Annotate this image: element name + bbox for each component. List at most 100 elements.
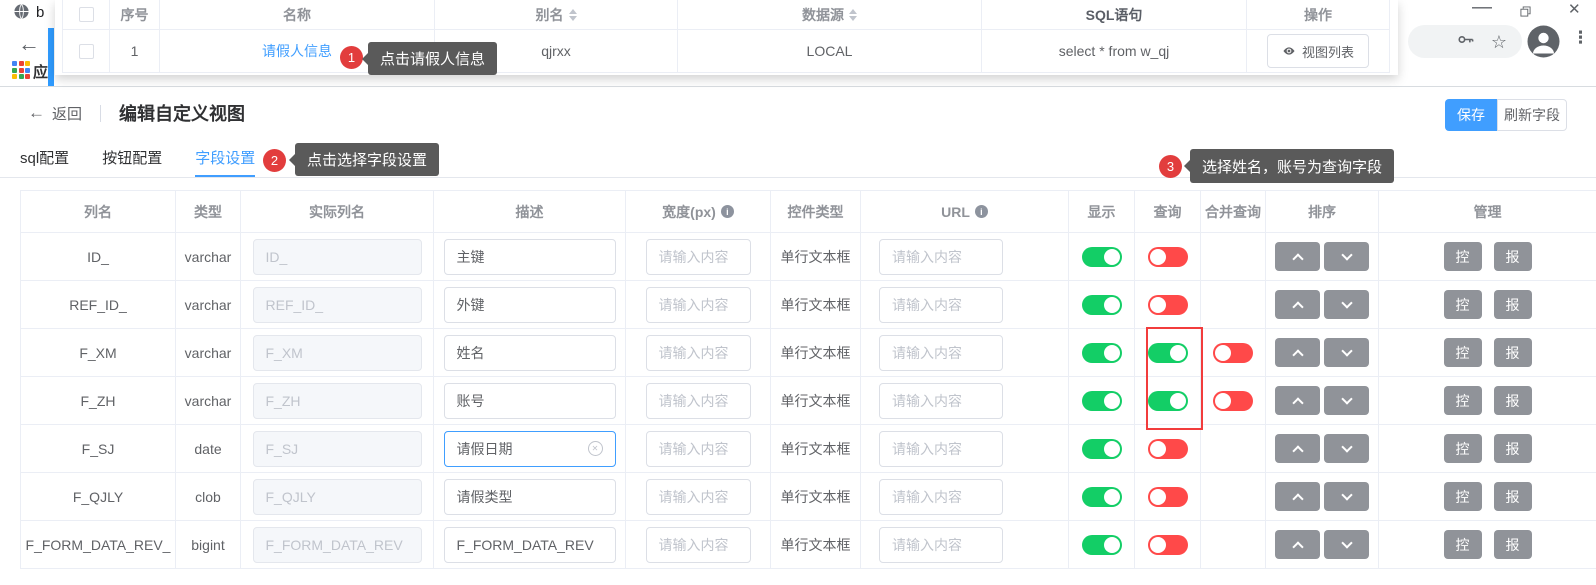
overlay-header-action: 操作 xyxy=(1247,0,1390,30)
query-toggle[interactable] xyxy=(1147,390,1188,411)
sort-up-button[interactable] xyxy=(1275,242,1320,271)
sort-up-button[interactable] xyxy=(1275,338,1320,367)
width-input[interactable]: 请输入内容 xyxy=(645,382,751,419)
width-input[interactable]: 请输入内容 xyxy=(645,286,751,323)
sort-down-button[interactable] xyxy=(1324,482,1369,511)
overlay-header-datasource[interactable]: 数据源 xyxy=(678,0,982,30)
manage-report-button[interactable]: 报 xyxy=(1493,338,1532,367)
manage-control-button[interactable]: 控 xyxy=(1443,434,1482,463)
merge-query-toggle[interactable] xyxy=(1213,390,1253,411)
sort-carets-icon[interactable] xyxy=(568,8,577,21)
sort-down-button[interactable] xyxy=(1324,434,1369,463)
sort-down-button[interactable] xyxy=(1324,242,1369,271)
manage-report-button[interactable]: 报 xyxy=(1493,482,1532,511)
display-toggle[interactable] xyxy=(1081,342,1122,363)
manage-control-button[interactable]: 控 xyxy=(1443,242,1482,271)
browser-menu-icon[interactable]: ⋮ xyxy=(1572,28,1589,47)
bookmark-star-icon[interactable]: ☆ xyxy=(1490,31,1507,52)
manage-control-button[interactable]: 控 xyxy=(1443,386,1482,415)
sort-up-button[interactable] xyxy=(1275,482,1320,511)
sort-down-button[interactable] xyxy=(1324,530,1369,559)
tab-button-config[interactable]: 按钮配置 xyxy=(102,150,163,167)
save-button[interactable]: 保存 xyxy=(1445,99,1497,131)
manage-control-button[interactable]: 控 xyxy=(1443,530,1482,559)
field-type: varchar xyxy=(184,392,232,409)
profile-avatar[interactable] xyxy=(1527,25,1560,63)
description-input[interactable]: 请假日期 ✕ xyxy=(443,430,616,467)
sort-up-button[interactable] xyxy=(1275,290,1320,319)
description-input[interactable]: 账号✕ xyxy=(443,382,616,419)
query-toggle[interactable] xyxy=(1147,534,1188,555)
manage-report-button[interactable]: 报 xyxy=(1493,530,1532,559)
width-input[interactable]: 请输入内容 xyxy=(645,430,751,467)
window-close-button[interactable]: ✕ xyxy=(1568,1,1581,18)
query-toggle[interactable] xyxy=(1147,438,1188,459)
back-button[interactable]: 返回 xyxy=(52,105,83,123)
manage-report-button[interactable]: 报 xyxy=(1493,242,1532,271)
sort-down-button[interactable] xyxy=(1324,338,1369,367)
width-input[interactable]: 请输入内容 xyxy=(645,238,751,275)
manage-report-button[interactable]: 报 xyxy=(1493,290,1532,319)
width-input[interactable]: 请输入内容 xyxy=(645,478,751,515)
tab-field-settings[interactable]: 字段设置 xyxy=(195,140,256,177)
back-arrow-icon[interactable]: ← xyxy=(28,103,45,122)
url-input[interactable]: 请输入内容 xyxy=(879,430,1003,467)
display-toggle[interactable] xyxy=(1081,246,1122,267)
manage-control-button[interactable]: 控 xyxy=(1443,338,1482,367)
manage-control-button[interactable]: 控 xyxy=(1443,482,1482,511)
sort-up-button[interactable] xyxy=(1275,530,1320,559)
query-toggle[interactable] xyxy=(1147,486,1188,507)
tab-sql-config[interactable]: sql配置 xyxy=(20,150,70,167)
display-toggle[interactable] xyxy=(1081,534,1122,555)
query-toggle[interactable] xyxy=(1147,342,1188,363)
width-input[interactable]: 请输入内容 xyxy=(645,526,751,563)
field-row: F_XM varchar F_XM 姓名✕ 请输入内容 单行文本框 请输入内容 … xyxy=(21,329,1596,377)
display-toggle[interactable] xyxy=(1081,390,1122,411)
sort-up-button[interactable] xyxy=(1275,434,1320,463)
url-input[interactable]: 请输入内容 xyxy=(879,382,1003,419)
address-bar[interactable]: ☆ xyxy=(1408,25,1522,58)
select-all-checkbox[interactable] xyxy=(78,7,94,22)
browser-back-icon[interactable]: ← xyxy=(18,31,40,56)
apps-menu-label: 应 xyxy=(33,64,49,81)
description-input[interactable]: 外键✕ xyxy=(443,286,616,323)
description-input[interactable]: 请假类型✕ xyxy=(443,478,616,515)
refresh-fields-button[interactable]: 刷新字段 xyxy=(1497,99,1567,131)
apps-grid-icon[interactable] xyxy=(12,61,30,79)
description-input[interactable]: 姓名✕ xyxy=(443,334,616,371)
clear-icon[interactable]: ✕ xyxy=(587,441,603,456)
description-input[interactable]: F_FORM_DATA_REV✕ xyxy=(443,526,616,563)
manage-report-button[interactable]: 报 xyxy=(1493,386,1532,415)
view-list-button[interactable]: 视图列表 xyxy=(1266,34,1369,68)
sort-carets-icon[interactable] xyxy=(849,8,857,21)
url-input[interactable]: 请输入内容 xyxy=(879,238,1003,275)
sort-down-button[interactable] xyxy=(1324,290,1369,319)
display-toggle[interactable] xyxy=(1081,486,1122,507)
merge-query-toggle[interactable] xyxy=(1213,342,1253,363)
url-input[interactable]: 请输入内容 xyxy=(879,526,1003,563)
sort-down-button[interactable] xyxy=(1324,386,1369,415)
control-type-label: 单行文本框 xyxy=(780,440,851,457)
url-input[interactable]: 请输入内容 xyxy=(879,478,1003,515)
manage-control-button[interactable]: 控 xyxy=(1443,290,1482,319)
display-toggle[interactable] xyxy=(1081,294,1122,315)
info-icon[interactable]: i xyxy=(974,205,988,218)
width-input[interactable]: 请输入内容 xyxy=(645,334,751,371)
manage-report-button[interactable]: 报 xyxy=(1493,434,1532,463)
info-icon[interactable]: i xyxy=(720,205,734,218)
chevron-down-icon xyxy=(1340,345,1353,357)
window-minimize-button[interactable]: — xyxy=(1472,0,1492,18)
url-input[interactable]: 请输入内容 xyxy=(879,334,1003,371)
query-toggle[interactable] xyxy=(1147,246,1188,267)
window-maximize-button[interactable] xyxy=(1520,4,1531,21)
url-input[interactable]: 请输入内容 xyxy=(879,286,1003,323)
row-checkbox[interactable] xyxy=(78,43,94,59)
description-input[interactable]: 主键✕ xyxy=(443,238,616,275)
query-toggle[interactable] xyxy=(1147,294,1188,315)
key-icon[interactable] xyxy=(1456,30,1475,54)
header-control-type: 控件类型 xyxy=(771,191,861,233)
overlay-header-alias[interactable]: 别名 xyxy=(435,0,678,30)
display-toggle[interactable] xyxy=(1081,438,1122,459)
sort-up-button[interactable] xyxy=(1275,386,1320,415)
view-name-link[interactable]: 请假人信息 xyxy=(262,43,332,59)
